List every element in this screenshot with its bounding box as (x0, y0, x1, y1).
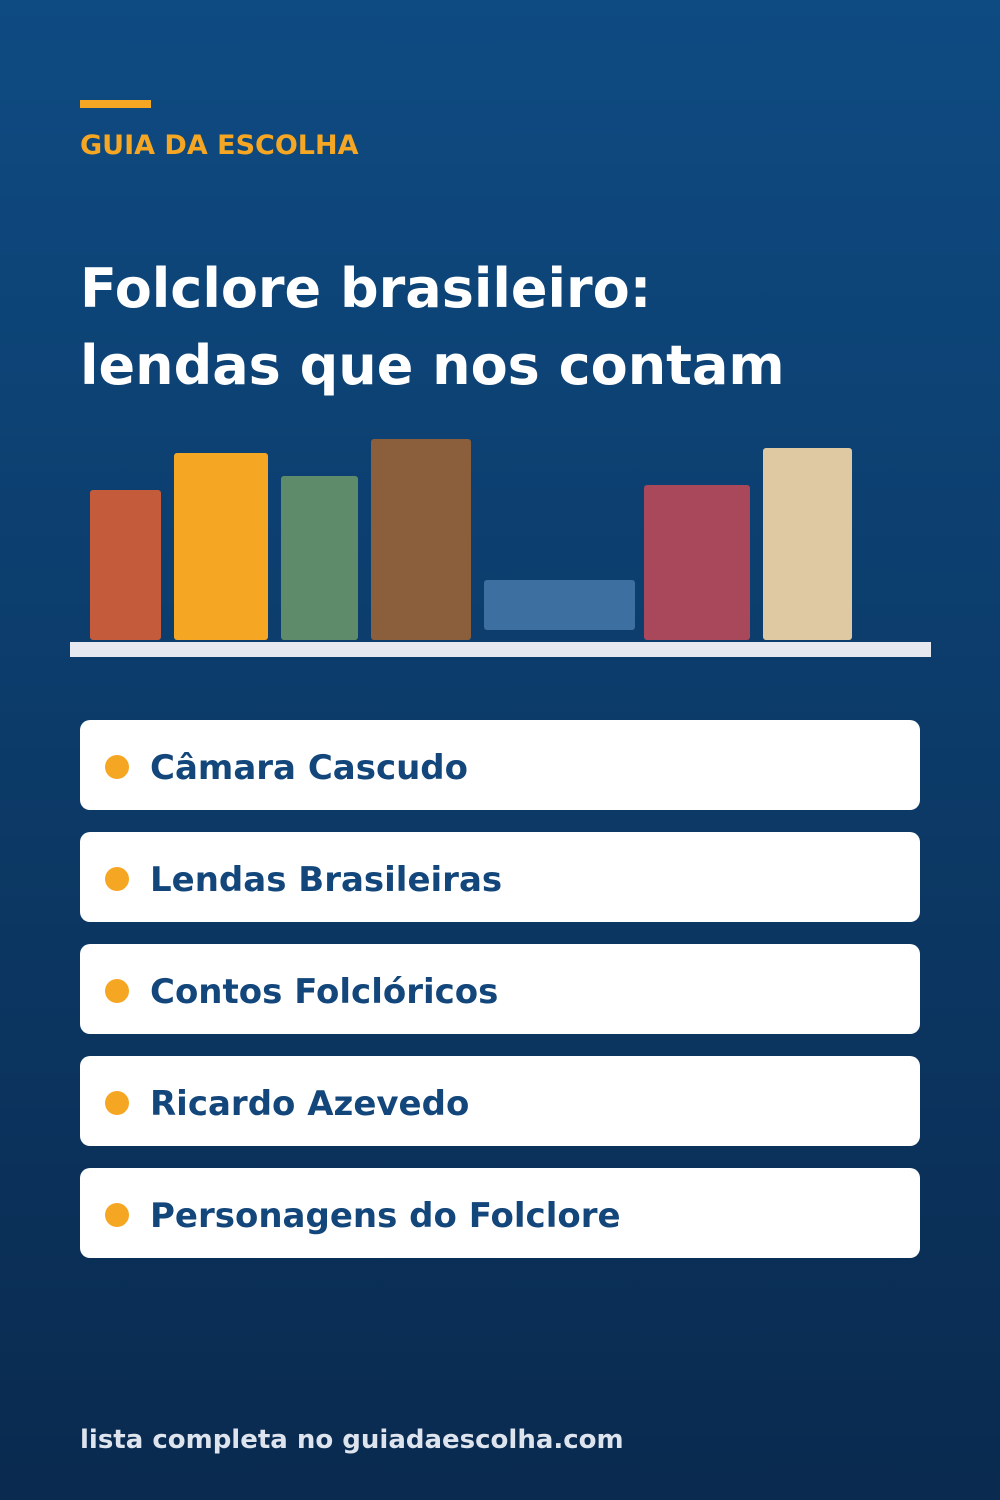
item-text: Ricardo Azevedo (150, 1084, 470, 1124)
item-text: Câmara Cascudo (150, 748, 469, 788)
book (763, 448, 852, 640)
item-text: Contos Folclóricos (150, 972, 499, 1012)
list-item: Contos Folclóricos (80, 944, 920, 1034)
bullet (105, 1203, 129, 1227)
title: Folclore brasileiro: lendas que nos cont… (80, 250, 785, 404)
footer: lista completa no guiadaescolha.com (80, 1425, 624, 1455)
bookshelf (70, 439, 931, 657)
bullet (105, 755, 129, 779)
item-text: Lendas Brasileiras (150, 860, 503, 900)
list-item: Personagens do Folclore (80, 1168, 920, 1258)
brand: GUIA DA ESCOLHA (80, 130, 359, 161)
title-line: Folclore brasileiro: (80, 257, 652, 320)
bullet (105, 979, 129, 1003)
book (90, 490, 161, 640)
book (281, 476, 358, 640)
list-item: Câmara Cascudo (80, 720, 920, 810)
book (174, 453, 268, 640)
accent-bar (80, 100, 151, 108)
book (644, 485, 750, 640)
list-item: Ricardo Azevedo (80, 1056, 920, 1146)
title-line: lendas que nos contam (80, 334, 785, 397)
book (371, 439, 471, 640)
shelf (70, 642, 931, 657)
list-item: Lendas Brasileiras (80, 832, 920, 922)
book (484, 580, 635, 630)
bullet (105, 867, 129, 891)
item-text: Personagens do Folclore (150, 1196, 621, 1236)
bullet (105, 1091, 129, 1115)
